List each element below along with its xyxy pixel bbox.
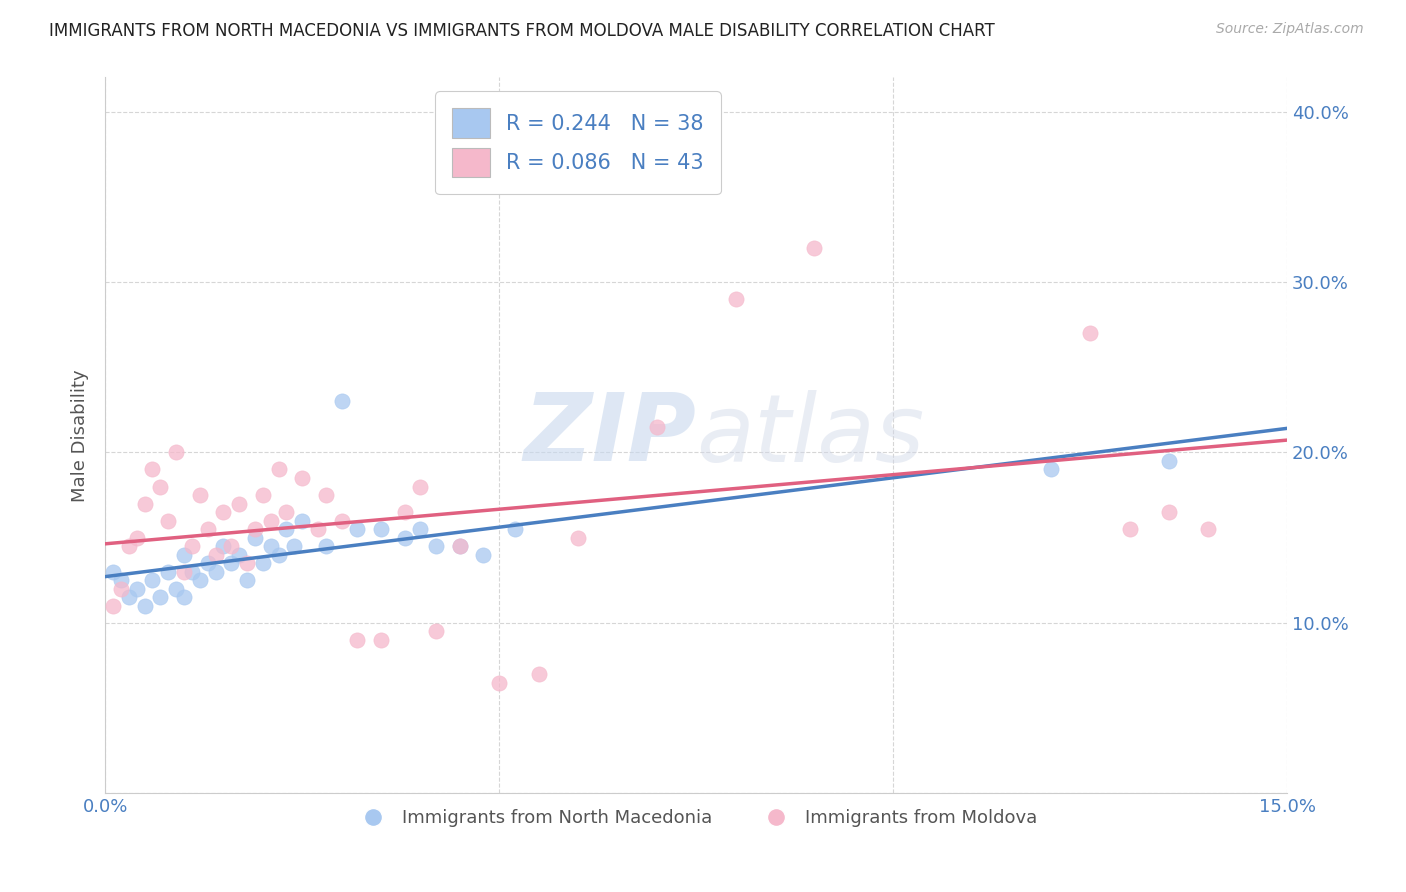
- Point: [1078, 326, 1101, 340]
- Point: [283, 539, 305, 553]
- Point: [173, 565, 195, 579]
- Point: [449, 539, 471, 553]
- Point: [503, 522, 526, 536]
- Point: [370, 632, 392, 647]
- Point: [118, 539, 141, 553]
- Point: [252, 488, 274, 502]
- Text: ZIP: ZIP: [523, 390, 696, 482]
- Point: [134, 599, 156, 613]
- Point: [165, 445, 187, 459]
- Point: [165, 582, 187, 596]
- Point: [180, 539, 202, 553]
- Point: [157, 565, 180, 579]
- Point: [252, 556, 274, 570]
- Point: [141, 574, 163, 588]
- Point: [219, 556, 242, 570]
- Point: [425, 539, 447, 553]
- Point: [1157, 454, 1180, 468]
- Point: [243, 522, 266, 536]
- Text: IMMIGRANTS FROM NORTH MACEDONIA VS IMMIGRANTS FROM MOLDOVA MALE DISABILITY CORRE: IMMIGRANTS FROM NORTH MACEDONIA VS IMMIG…: [49, 22, 995, 40]
- Point: [219, 539, 242, 553]
- Point: [110, 574, 132, 588]
- Point: [188, 574, 211, 588]
- Point: [173, 548, 195, 562]
- Point: [346, 632, 368, 647]
- Point: [260, 539, 283, 553]
- Point: [276, 522, 298, 536]
- Point: [488, 675, 510, 690]
- Point: [125, 531, 148, 545]
- Text: atlas: atlas: [696, 390, 924, 481]
- Legend: Immigrants from North Macedonia, Immigrants from Moldova: Immigrants from North Macedonia, Immigra…: [349, 802, 1045, 834]
- Point: [330, 394, 353, 409]
- Point: [803, 241, 825, 255]
- Point: [204, 548, 226, 562]
- Point: [315, 539, 337, 553]
- Point: [276, 505, 298, 519]
- Point: [724, 292, 747, 306]
- Point: [1118, 522, 1140, 536]
- Point: [149, 479, 172, 493]
- Point: [1157, 505, 1180, 519]
- Point: [527, 667, 550, 681]
- Point: [180, 565, 202, 579]
- Point: [449, 539, 471, 553]
- Y-axis label: Male Disability: Male Disability: [72, 369, 89, 501]
- Point: [134, 497, 156, 511]
- Point: [267, 548, 290, 562]
- Point: [315, 488, 337, 502]
- Point: [307, 522, 329, 536]
- Point: [188, 488, 211, 502]
- Point: [110, 582, 132, 596]
- Point: [197, 522, 219, 536]
- Point: [197, 556, 219, 570]
- Point: [291, 471, 314, 485]
- Point: [409, 522, 432, 536]
- Point: [125, 582, 148, 596]
- Point: [236, 574, 259, 588]
- Text: Source: ZipAtlas.com: Source: ZipAtlas.com: [1216, 22, 1364, 37]
- Point: [141, 462, 163, 476]
- Point: [212, 539, 235, 553]
- Point: [346, 522, 368, 536]
- Point: [370, 522, 392, 536]
- Point: [409, 479, 432, 493]
- Point: [204, 565, 226, 579]
- Point: [567, 531, 589, 545]
- Point: [1039, 462, 1062, 476]
- Point: [228, 497, 250, 511]
- Point: [149, 591, 172, 605]
- Point: [101, 565, 124, 579]
- Point: [330, 514, 353, 528]
- Point: [645, 420, 668, 434]
- Point: [260, 514, 283, 528]
- Point: [243, 531, 266, 545]
- Point: [101, 599, 124, 613]
- Point: [1197, 522, 1219, 536]
- Point: [472, 548, 495, 562]
- Point: [157, 514, 180, 528]
- Point: [118, 591, 141, 605]
- Point: [267, 462, 290, 476]
- Point: [228, 548, 250, 562]
- Point: [173, 591, 195, 605]
- Point: [394, 505, 416, 519]
- Point: [394, 531, 416, 545]
- Point: [425, 624, 447, 639]
- Point: [291, 514, 314, 528]
- Point: [236, 556, 259, 570]
- Point: [212, 505, 235, 519]
